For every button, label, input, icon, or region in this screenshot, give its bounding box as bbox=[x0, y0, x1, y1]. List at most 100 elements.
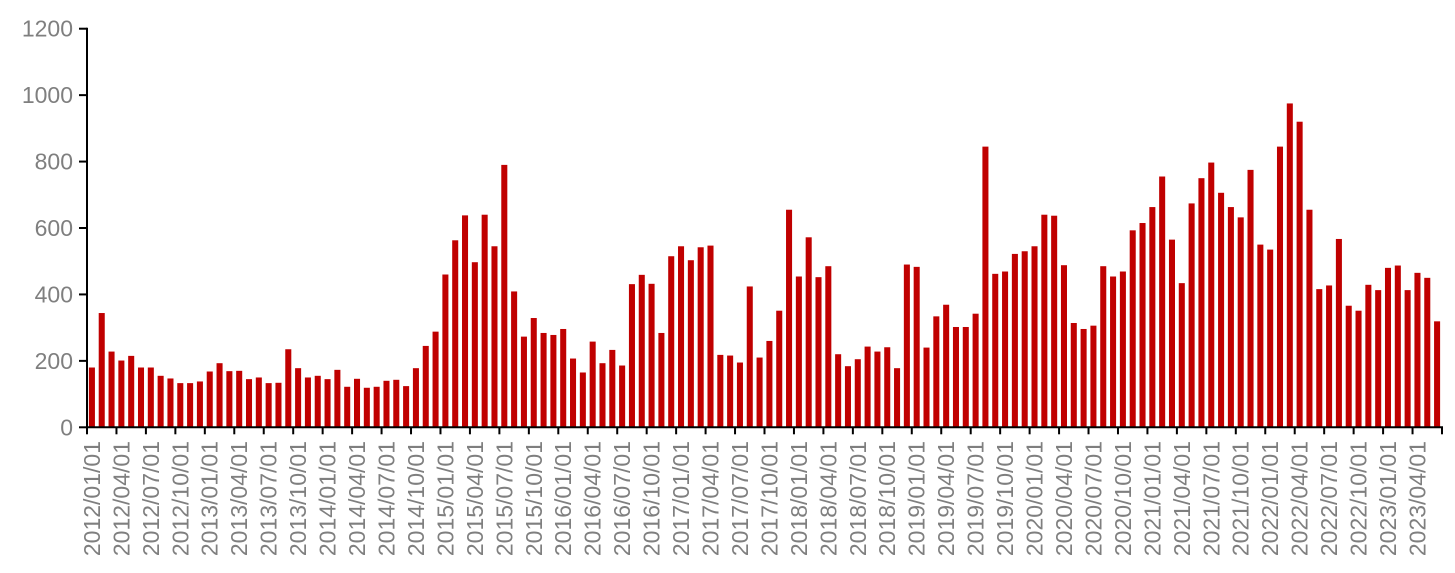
x-tick-label: 2021/07/01 bbox=[1198, 441, 1224, 556]
x-tick-label: 2018/07/01 bbox=[845, 441, 871, 556]
bar bbox=[1296, 121, 1303, 428]
bar bbox=[1237, 217, 1244, 428]
x-tick-label: 2023/01/01 bbox=[1375, 441, 1401, 556]
x-tick-label: 2019/04/01 bbox=[933, 441, 959, 556]
bar bbox=[825, 266, 832, 428]
bar bbox=[471, 262, 478, 428]
x-tick-label: 2014/04/01 bbox=[344, 441, 370, 556]
bar bbox=[943, 304, 950, 428]
y-tick-label: 800 bbox=[35, 149, 73, 175]
x-tick-label: 2019/07/01 bbox=[963, 441, 989, 556]
bar bbox=[88, 367, 95, 428]
x-tick-label: 2014/01/01 bbox=[315, 441, 341, 556]
bar bbox=[992, 273, 999, 428]
bar bbox=[245, 379, 253, 428]
bar bbox=[1168, 239, 1175, 428]
bar bbox=[1060, 265, 1067, 428]
bar bbox=[422, 345, 429, 428]
bar bbox=[1021, 251, 1028, 428]
bar bbox=[923, 347, 930, 428]
x-tick-label: 2016/10/01 bbox=[639, 441, 665, 556]
bar bbox=[393, 379, 400, 428]
bar bbox=[481, 214, 488, 428]
bar bbox=[668, 256, 675, 428]
bar bbox=[1394, 265, 1401, 428]
bar bbox=[383, 380, 390, 428]
bar bbox=[1316, 289, 1323, 428]
x-tick-label: 2021/04/01 bbox=[1169, 441, 1195, 556]
bar bbox=[1384, 267, 1392, 428]
bar bbox=[697, 247, 704, 428]
bar bbox=[1080, 328, 1087, 428]
bar bbox=[363, 387, 370, 428]
x-tick-label: 2022/07/01 bbox=[1316, 441, 1342, 556]
x-tick-label: 2020/01/01 bbox=[1022, 441, 1048, 556]
bar bbox=[854, 359, 861, 428]
bar bbox=[864, 346, 871, 428]
y-tick-label: 600 bbox=[35, 215, 73, 241]
bar bbox=[1041, 214, 1048, 428]
bar bbox=[187, 383, 194, 428]
bar bbox=[501, 164, 508, 428]
bar bbox=[520, 336, 527, 428]
bar bbox=[658, 332, 665, 428]
bar bbox=[707, 245, 714, 428]
x-tick-label: 2017/07/01 bbox=[727, 441, 753, 556]
bar bbox=[1247, 169, 1254, 428]
x-tick-label: 2017/01/01 bbox=[668, 441, 694, 556]
bar bbox=[403, 386, 410, 428]
x-tick-label: 2013/10/01 bbox=[285, 441, 311, 556]
y-tick-label: 0 bbox=[60, 414, 73, 440]
bar bbox=[1414, 272, 1421, 428]
bar bbox=[589, 341, 596, 428]
bar bbox=[717, 354, 724, 428]
bar bbox=[491, 246, 498, 428]
bar bbox=[452, 240, 459, 428]
x-tick-label: 2014/07/01 bbox=[373, 441, 399, 556]
bar bbox=[167, 378, 174, 428]
bar bbox=[560, 328, 567, 428]
bar bbox=[835, 354, 842, 428]
x-tick-label: 2023/04/01 bbox=[1404, 441, 1430, 556]
bar bbox=[1188, 203, 1195, 428]
bar bbox=[412, 368, 419, 428]
x-tick-label: 2017/10/01 bbox=[756, 441, 782, 556]
bar bbox=[442, 274, 449, 428]
y-tick-label: 1000 bbox=[22, 82, 73, 108]
y-tick-label: 200 bbox=[35, 348, 73, 374]
bar bbox=[1404, 290, 1411, 428]
bar bbox=[118, 360, 125, 428]
y-tick-label: 400 bbox=[35, 281, 73, 307]
bar bbox=[1002, 271, 1009, 428]
bar bbox=[1335, 238, 1342, 428]
bar bbox=[638, 274, 645, 428]
bar bbox=[982, 146, 989, 428]
y-tick-label: 1200 bbox=[22, 16, 73, 42]
x-tick-label: 2021/10/01 bbox=[1228, 441, 1254, 556]
bar bbox=[972, 313, 979, 428]
bar bbox=[206, 371, 213, 428]
bar bbox=[196, 381, 203, 428]
bar bbox=[1159, 176, 1166, 428]
bar bbox=[432, 331, 439, 428]
x-tick-label: 2018/01/01 bbox=[786, 441, 812, 556]
bar bbox=[1375, 290, 1382, 428]
bar bbox=[795, 276, 802, 428]
bar bbox=[550, 334, 557, 428]
bar bbox=[1139, 223, 1146, 428]
bar bbox=[98, 313, 105, 428]
bar bbox=[628, 284, 635, 428]
x-tick-label: 2021/01/01 bbox=[1139, 441, 1165, 556]
bar bbox=[687, 260, 694, 428]
bar bbox=[255, 377, 262, 428]
bar bbox=[1100, 266, 1107, 428]
bar bbox=[108, 351, 115, 428]
bar bbox=[648, 283, 655, 428]
bar bbox=[157, 375, 164, 428]
bar bbox=[962, 326, 969, 428]
bar bbox=[373, 386, 380, 428]
bar bbox=[815, 277, 822, 428]
bar bbox=[1110, 276, 1117, 428]
